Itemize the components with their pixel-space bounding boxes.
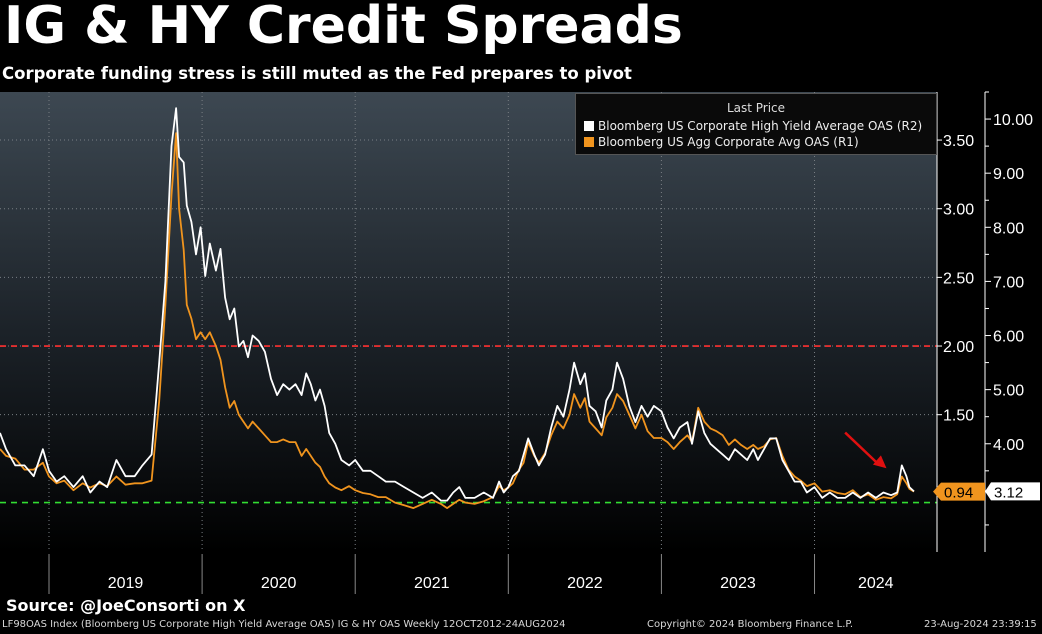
r2-tick-label: 8.00 <box>993 220 1024 237</box>
x-tick-label: 2021 <box>414 575 450 592</box>
r2-tick-label: 7.00 <box>993 274 1024 291</box>
ig-last-value: 0.94 <box>944 485 973 502</box>
hy-last-value-badge <box>985 482 1040 501</box>
footer-index-info: LF98OAS Index (Bloomberg US Corporate Hi… <box>2 619 566 630</box>
r1-tick-label: 2.50 <box>943 270 974 287</box>
source-credit: Source: @JoeConsorti on X <box>6 596 246 615</box>
ig-last-value-badge <box>933 482 985 501</box>
footer-timestamp: 23-Aug-2024 23:39:15 <box>924 619 1037 630</box>
x-tick-label: 2022 <box>567 575 603 592</box>
series-line-hy <box>0 107 915 502</box>
r2-tick-label: 5.00 <box>993 383 1024 400</box>
legend-swatch-hy <box>584 121 594 131</box>
r1-tick-label: 2.00 <box>943 339 974 356</box>
x-tick-label: 2020 <box>261 575 297 592</box>
legend-swatch-ig <box>584 137 594 147</box>
hy-last-value: 3.12 <box>994 484 1023 501</box>
annotation-arrow-shaft <box>844 431 880 466</box>
legend-label-ig: Bloomberg US Agg Corporate Avg OAS (R1) <box>598 135 859 149</box>
x-tick-label: 2023 <box>720 575 756 592</box>
plot-background <box>0 92 937 552</box>
chart-legend: Last Price Bloomberg US Corporate High Y… <box>575 93 937 155</box>
legend-item-hy: Bloomberg US Corporate High Yield Averag… <box>584 119 922 133</box>
r2-tick-label: 9.00 <box>993 166 1024 183</box>
r1-tick-label: 3.00 <box>943 202 974 219</box>
x-tick-label: 2019 <box>108 575 144 592</box>
footer-bar: LF98OAS Index (Bloomberg US Corporate Hi… <box>0 617 1042 634</box>
r2-tick-label: 4.00 <box>993 437 1024 454</box>
r1-tick-label: 1.50 <box>943 408 974 425</box>
x-tick-label: 2024 <box>858 575 894 592</box>
r2-tick-label: 10.00 <box>993 112 1033 129</box>
chart-title: IG & HY Credit Spreads <box>4 0 683 56</box>
chart-subtitle: Corporate funding stress is still muted … <box>2 64 632 83</box>
series-line-ig <box>0 132 915 510</box>
legend-item-ig: Bloomberg US Agg Corporate Avg OAS (R1) <box>584 135 859 149</box>
legend-header: Last Price <box>726 101 786 115</box>
legend-label-hy: Bloomberg US Corporate High Yield Averag… <box>598 119 923 133</box>
footer-copyright: Copyright© 2024 Bloomberg Finance L.P. <box>647 619 854 630</box>
r1-tick-label: 3.50 <box>943 133 974 150</box>
annotation-arrow-head <box>872 455 887 469</box>
r2-tick-label: 6.00 <box>993 329 1024 346</box>
